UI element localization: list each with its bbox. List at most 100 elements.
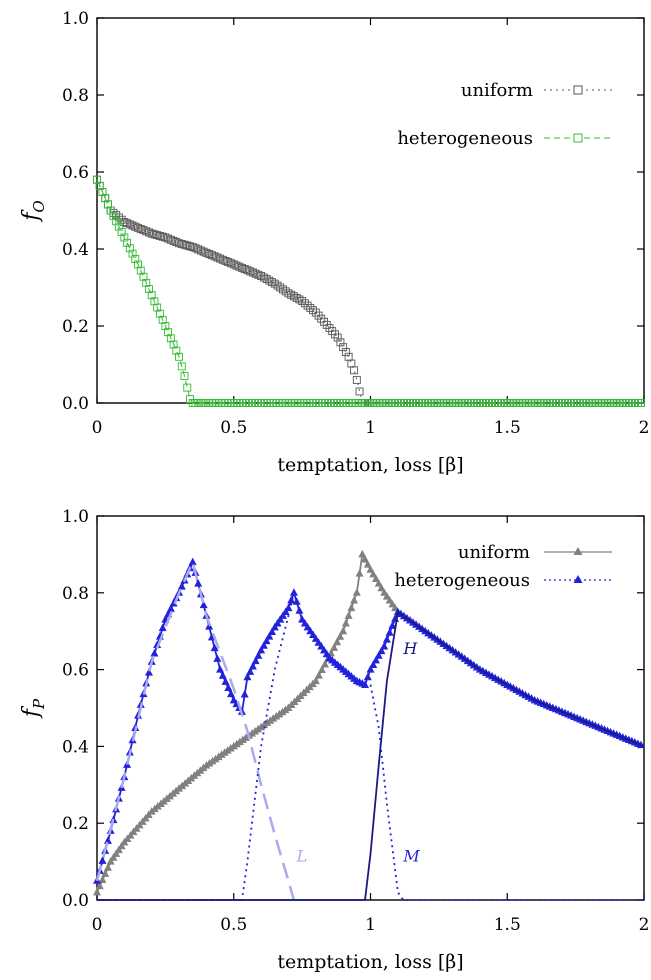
data-point xyxy=(166,235,175,244)
data-point xyxy=(251,269,260,278)
data-point xyxy=(213,654,222,662)
data-point xyxy=(205,250,214,258)
data-point xyxy=(303,301,312,310)
data-point xyxy=(117,228,126,237)
data-point xyxy=(265,632,274,640)
data-point xyxy=(175,239,184,248)
data-point xyxy=(172,346,181,355)
data-point xyxy=(251,656,260,665)
plot-frame xyxy=(96,17,645,404)
legend-swatch-marker xyxy=(573,575,583,583)
series-heterogeneous xyxy=(93,175,645,407)
series-line xyxy=(96,551,399,893)
data-point xyxy=(112,849,121,857)
data-point xyxy=(142,278,151,287)
data-point xyxy=(158,232,167,241)
data-point xyxy=(103,863,112,871)
data-point xyxy=(240,690,249,698)
data-point xyxy=(298,297,307,305)
x-tick-label: 0 xyxy=(92,418,103,438)
series-line xyxy=(95,558,296,901)
x-tick-label: 1 xyxy=(365,418,376,438)
data-point xyxy=(95,181,104,190)
data-point xyxy=(144,668,153,676)
data-point xyxy=(246,667,255,675)
data-point xyxy=(169,340,178,349)
data-point xyxy=(142,227,151,236)
data-point xyxy=(218,255,227,264)
data-point xyxy=(172,238,181,247)
data-point xyxy=(333,333,342,342)
data-point xyxy=(314,671,323,679)
data-point xyxy=(227,689,236,698)
data-point xyxy=(175,352,184,361)
data-point xyxy=(388,621,397,629)
series-line xyxy=(97,610,645,901)
data-point xyxy=(139,226,148,235)
data-point xyxy=(98,188,107,196)
data-point xyxy=(363,672,372,681)
panel-2: 0.0 0.2 0.4 0.6 0.8 1.0 0 0.5 1 1.5 2 temptation, l… xyxy=(19,507,649,973)
data-point xyxy=(317,665,326,674)
data-point xyxy=(106,857,115,865)
data-point xyxy=(350,595,359,604)
data-point xyxy=(254,651,263,659)
y-tick-label: 0.0 xyxy=(62,394,89,414)
data-point xyxy=(380,642,389,650)
panel-1: 0.0 0.2 0.4 0.6 0.8 1.0 0 0.5 1 1.5 2 temptation, l… xyxy=(19,9,649,476)
data-point xyxy=(128,249,137,258)
data-point xyxy=(183,241,192,250)
data-point xyxy=(374,579,383,587)
data-point xyxy=(224,258,233,267)
data-point xyxy=(276,615,285,623)
data-point xyxy=(98,875,107,884)
data-point xyxy=(166,604,175,612)
data-point xyxy=(202,248,211,257)
annotation-H: H xyxy=(402,639,418,658)
data-point xyxy=(128,221,137,230)
data-point xyxy=(221,256,230,265)
data-point xyxy=(125,220,134,229)
data-point xyxy=(150,297,159,306)
data-point xyxy=(221,677,230,685)
data-point xyxy=(320,659,329,668)
data-point xyxy=(145,228,153,237)
data-point xyxy=(123,238,132,247)
data-point xyxy=(350,366,359,375)
data-point xyxy=(385,628,394,636)
data-point xyxy=(147,229,156,238)
data-point xyxy=(344,352,353,361)
data-point xyxy=(106,206,115,215)
series-curve-4 xyxy=(97,610,645,901)
data-point xyxy=(164,234,173,243)
data-point xyxy=(309,306,318,315)
data-point xyxy=(210,643,219,652)
data-point xyxy=(341,619,350,627)
data-point xyxy=(155,309,164,318)
legend-label: heterogeneous xyxy=(397,128,533,149)
data-point xyxy=(155,231,164,240)
data-point xyxy=(358,549,367,558)
data-point xyxy=(134,260,142,269)
data-point xyxy=(229,260,238,269)
data-point xyxy=(333,637,342,646)
data-point xyxy=(125,244,134,253)
data-point xyxy=(243,672,252,681)
data-point xyxy=(153,303,162,312)
y-tick-label: 0.2 xyxy=(62,317,89,337)
data-point xyxy=(235,262,244,271)
y-axis-label: fO xyxy=(19,200,48,222)
data-point xyxy=(369,660,378,668)
data-point xyxy=(355,569,364,577)
data-point xyxy=(207,251,216,260)
data-point xyxy=(161,233,170,242)
data-point xyxy=(371,655,380,664)
data-point xyxy=(270,622,279,631)
data-point xyxy=(637,399,645,407)
legend-swatch-marker xyxy=(573,85,583,95)
data-point xyxy=(311,676,320,685)
data-point xyxy=(147,291,156,300)
x-tick-label: 2 xyxy=(639,418,650,438)
data-point xyxy=(183,383,192,392)
